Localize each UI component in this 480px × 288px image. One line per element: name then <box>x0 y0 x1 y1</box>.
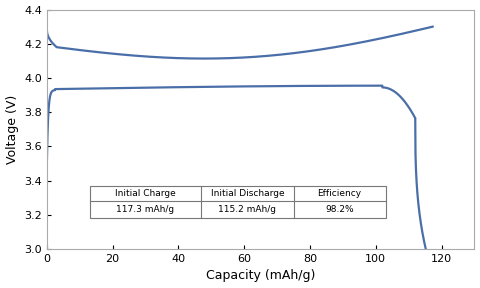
Text: 98.2%: 98.2% <box>325 205 354 214</box>
Text: Initial Discharge: Initial Discharge <box>211 189 284 198</box>
Y-axis label: Voltage (V): Voltage (V) <box>6 95 19 164</box>
X-axis label: Capacity (mAh/g): Capacity (mAh/g) <box>206 270 315 283</box>
Bar <box>90 186 385 218</box>
Text: 117.3 mAh/g: 117.3 mAh/g <box>117 205 175 214</box>
Text: 115.2 mAh/g: 115.2 mAh/g <box>218 205 276 214</box>
Text: Initial Charge: Initial Charge <box>115 189 176 198</box>
Text: Efficiency: Efficiency <box>318 189 361 198</box>
